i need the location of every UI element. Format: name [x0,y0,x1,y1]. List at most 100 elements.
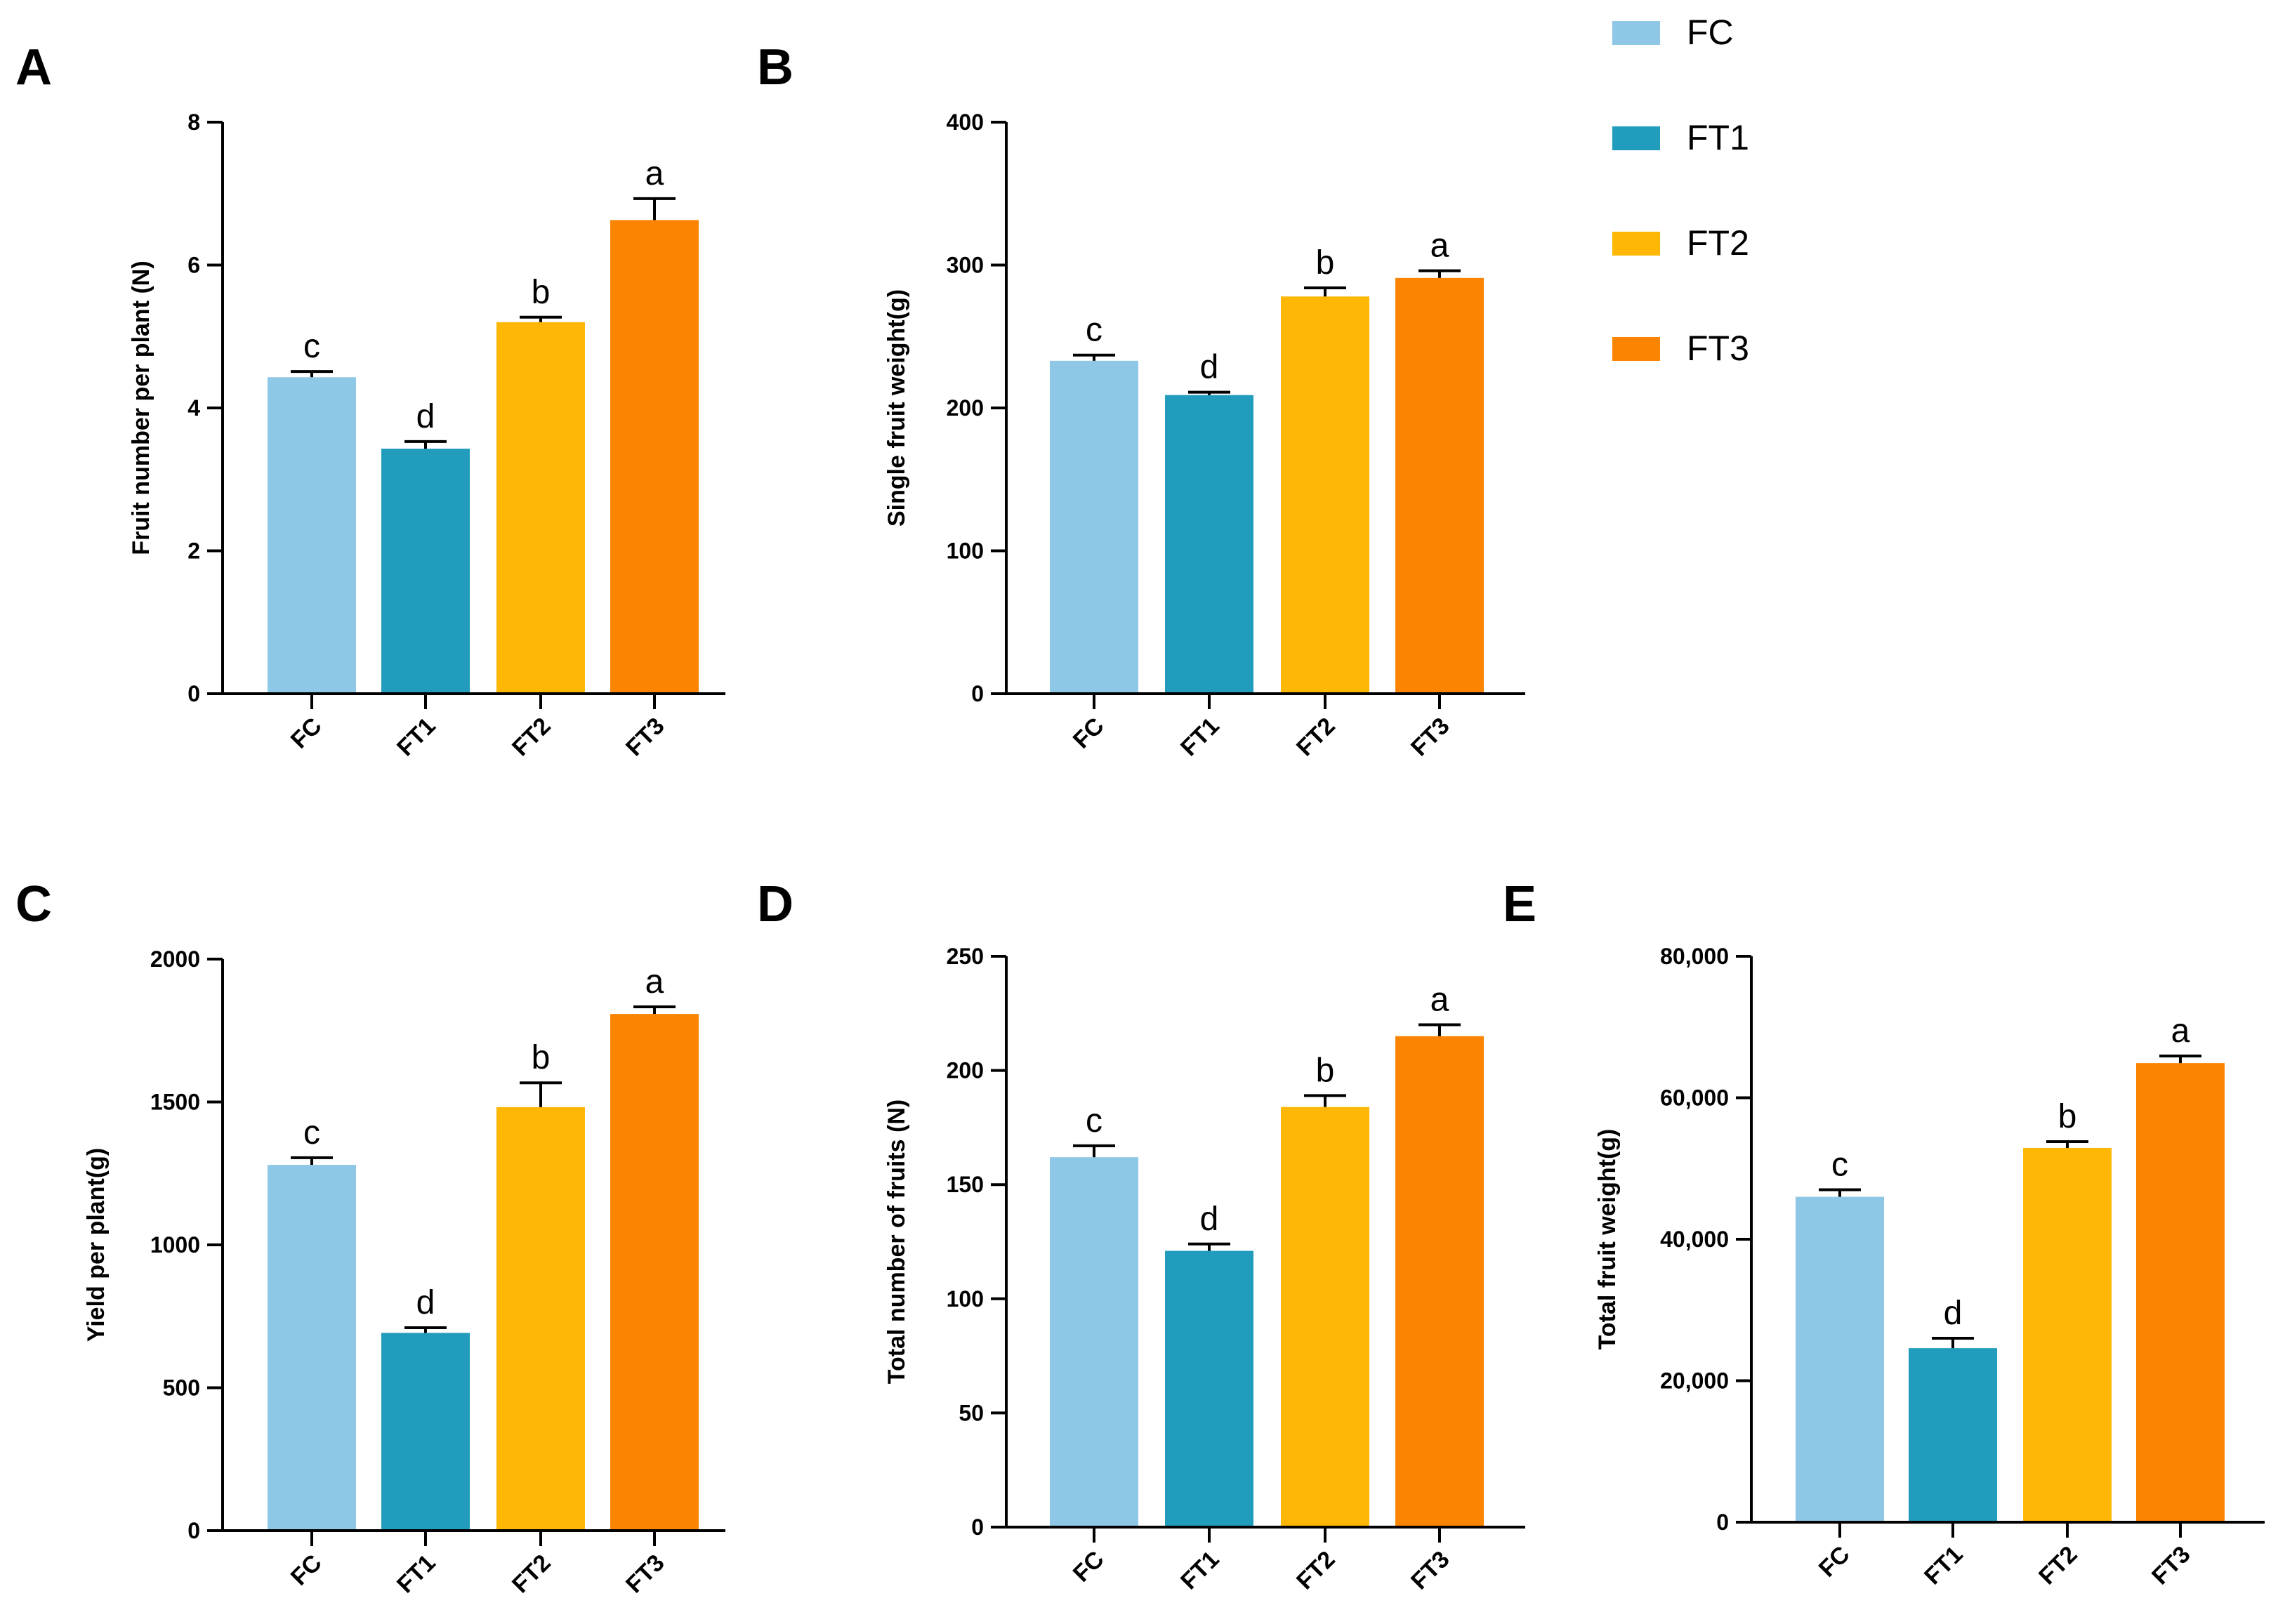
significance-label: b [1316,1052,1335,1089]
bar-ft2 [2023,1148,2112,1522]
y-tick-label: 80,000 [1660,944,1729,969]
x-tick-label: FT3 [621,713,670,762]
bar-ft1 [381,1333,470,1531]
significance-label: c [1086,312,1102,349]
significance-label: c [1086,1102,1102,1140]
x-tick-label: FT1 [392,713,441,762]
bar-ft2 [496,322,585,694]
y-tick-label: 0 [971,1514,984,1540]
bar-ft3 [1395,277,1484,694]
x-tick-label: FT3 [1406,1546,1455,1595]
bar-fc [1796,1196,1884,1522]
legend-label-fc: FC [1687,13,1734,52]
x-tick-label: FT1 [1176,1546,1225,1595]
y-tick-label: 0 [1716,1510,1729,1535]
bar-ft1 [1165,395,1253,694]
significance-label: d [416,1284,435,1321]
significance-label: b [1316,244,1335,282]
bar-ft3 [1395,1036,1484,1527]
bar-ft1 [1165,1250,1253,1527]
x-tick-label: FT2 [507,1550,556,1599]
significance-label: a [2171,1012,2190,1050]
y-tick-label: 6 [187,253,200,278]
y-tick-label: 500 [163,1375,200,1401]
y-tick-label: 200 [947,395,984,421]
y-axis-title: Total number of fruits (N) [883,1100,910,1384]
bar-ft1 [381,448,470,694]
x-tick-label: FC [286,713,327,754]
y-tick-label: 0 [187,681,200,706]
bar-fc [268,377,356,694]
x-tick-label: FT1 [1919,1541,1968,1590]
legend-swatch-ft3 [1612,337,1660,361]
y-tick-label: 400 [947,110,984,135]
x-tick-label: FT3 [2147,1541,2196,1590]
x-tick-label: FT3 [621,1550,670,1599]
bar-fc [1050,360,1138,694]
y-tick-label: 4 [187,395,200,421]
y-tick-label: 250 [947,944,984,969]
bar-ft2 [1281,296,1369,694]
y-axis-title: Single fruit weight(g) [883,289,910,527]
significance-label: d [1200,1201,1219,1238]
significance-label: d [1200,349,1219,386]
panel-b: Bc FC d FT1 b FT2 a FT3 0 100 200 300 400 Single frui… [757,39,1525,761]
y-tick-label: 150 [947,1172,984,1197]
x-tick-label: FT2 [1291,713,1341,762]
significance-label: b [532,274,551,311]
significance-label: d [416,398,435,435]
y-tick-label: 40,000 [1660,1227,1729,1252]
bar-ft3 [2136,1063,2225,1522]
significance-label: a [1430,982,1449,1019]
y-tick-label: 100 [947,539,984,564]
legend-swatch-fc [1612,21,1660,45]
y-tick-label: 2 [187,539,200,564]
y-tick-label: 1000 [150,1232,200,1257]
significance-label: a [645,155,664,192]
x-tick-label: FC [1068,713,1110,754]
x-tick-label: FT1 [392,1550,441,1599]
x-tick-label: FC [1814,1541,1855,1583]
y-tick-label: 20,000 [1660,1368,1729,1394]
x-tick-label: FT3 [1406,713,1455,762]
x-tick-label: FT2 [507,713,556,762]
legend-swatch-ft1 [1612,126,1660,150]
y-tick-label: 100 [947,1286,984,1312]
panel-letter: A [15,39,52,95]
y-tick-label: 60,000 [1660,1085,1729,1111]
x-tick-label: FT1 [1176,713,1225,762]
significance-label: c [303,1114,320,1151]
panel-letter: D [757,876,794,932]
bar-fc [1050,1157,1138,1527]
significance-label: a [645,963,664,1001]
significance-label: d [1944,1295,1963,1332]
y-tick-label: 2000 [150,946,200,972]
legend-label-ft2: FT2 [1687,223,1749,263]
y-tick-label: 8 [187,110,200,135]
panels-group: Ac FC d FT1 b FT2 a FT3 0 2 4 6 8 Fruit number per pl… [15,39,2265,1598]
panel-d: Dc FC d FT1 b FT2 a FT3 0 50 100 150 200 250 Total num… [757,876,1525,1595]
bar-ft1 [1909,1348,1997,1522]
panel-letter: E [1503,876,1536,932]
significance-label: b [2058,1098,2077,1135]
legend-swatch-ft2 [1612,232,1660,256]
bar-ft2 [1281,1107,1369,1527]
significance-label: a [1430,227,1449,265]
y-tick-label: 0 [187,1518,200,1543]
significance-label: b [532,1039,551,1076]
y-tick-label: 300 [947,253,984,278]
panel-letter: C [15,876,52,932]
panel-a: Ac FC d FT1 b FT2 a FT3 0 2 4 6 8 Fruit number per pl… [15,39,725,761]
bar-ft3 [610,1014,699,1531]
x-tick-label: FT2 [2034,1541,2083,1590]
significance-label: c [303,328,320,365]
y-axis-title: Yield per plant(g) [83,1148,110,1342]
x-tick-label: FC [1068,1546,1110,1587]
x-tick-label: FC [286,1550,327,1591]
y-tick-label: 50 [959,1400,984,1425]
y-tick-label: 0 [971,681,984,706]
panel-letter: B [757,39,794,95]
bar-ft2 [496,1107,585,1531]
bar-fc [268,1165,356,1531]
